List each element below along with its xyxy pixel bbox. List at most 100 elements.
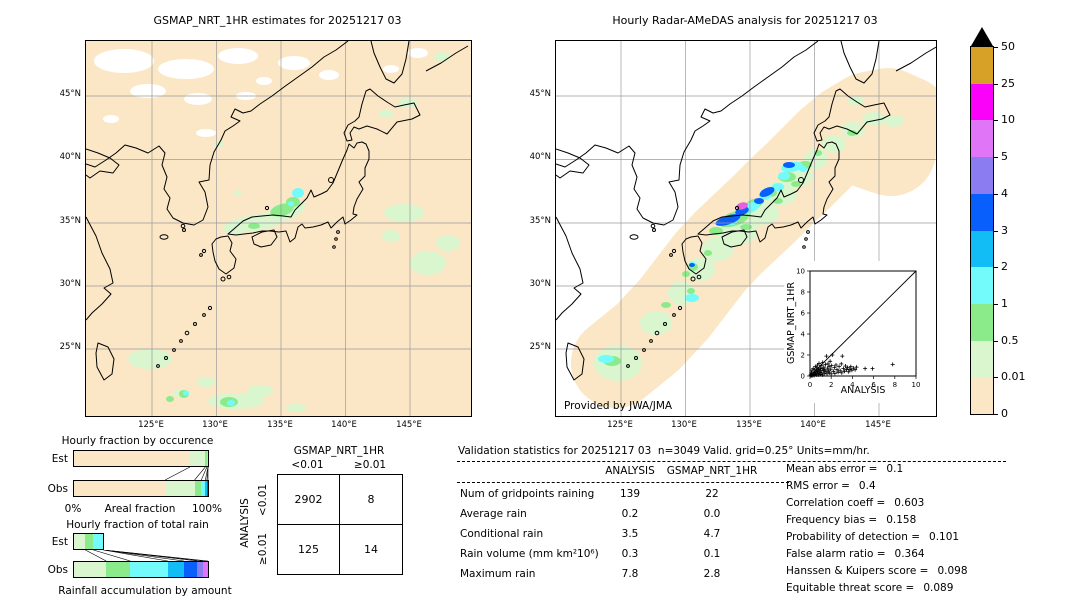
metric-rms-error: RMS error = 0.4 [786, 480, 876, 492]
colorbar-tick [994, 414, 998, 415]
colorbar-segment [971, 303, 993, 341]
bar-segment [183, 562, 198, 577]
colorbar [970, 46, 994, 415]
colorbar-tick-label: 0.01 [1001, 370, 1026, 384]
occurrence-connectors [164, 467, 209, 480]
bar-segment [201, 481, 206, 496]
left-map-gridlines [86, 41, 471, 416]
colorbar-segment [971, 340, 993, 378]
colorbar-tick-label: 2 [1001, 260, 1008, 274]
metric-pod: Probability of detection = 0.101 [786, 531, 959, 543]
metric-value: 0.4 [858, 480, 876, 492]
inset-x-tick-label: 0 [808, 381, 812, 389]
bar-segment [206, 451, 208, 466]
metric-label: RMS error = [786, 480, 850, 492]
stats-row-gridpoints: Num of gridpoints raining 139 22 [458, 488, 790, 502]
bar-segment [165, 481, 195, 496]
totalrain-xaxis-label: Rainfall accumulation by amount [58, 585, 232, 597]
right-map-lat-45: 45°N [529, 89, 551, 99]
bar-segment [206, 481, 208, 496]
occurrence-xtick-100: 100% [191, 503, 223, 515]
stat-gsmap-value: 22 [705, 488, 719, 500]
metric-label: Hanssen & Kuipers score = [786, 565, 929, 577]
occurrence-chart-title: Hourly fraction by occurence [61, 435, 214, 447]
inset-x-tick-label: 4 [850, 381, 855, 389]
inset-y-tick-label: 0 [801, 373, 805, 381]
stats-row-average: Average rain 0.2 0.0 [458, 508, 790, 522]
bar-segment [205, 451, 207, 466]
left-map-plot [86, 41, 471, 416]
left-map-lat-40: 40°N [59, 152, 81, 162]
occurrence-obs-bar [73, 480, 209, 497]
colorbar-tick-label: 25 [1001, 76, 1015, 90]
colorbar-tick-label: 1 [1001, 296, 1008, 310]
colorbar-tick [994, 193, 998, 195]
totalrain-est-bar [73, 533, 105, 550]
inset-ticks: 00 2 2 4 4 6 6 8 8 10 10 [796, 268, 920, 390]
validation-header-row: ANALYSIS GSMAP_NRT_1HR [458, 465, 790, 479]
metric-label: Mean abs error = [786, 463, 878, 475]
contingency-cell-10: 125 [278, 524, 340, 574]
colorbar-tick [994, 157, 998, 159]
metric-label: Equitable threat score = [786, 582, 915, 594]
inset-yaxis-label: GSMAP_NRT_1HR [786, 282, 797, 364]
colorbar-segment [971, 267, 993, 304]
inset-x-tick-label: 10 [912, 381, 921, 389]
left-map-lat-25: 25°N [59, 342, 81, 352]
stat-gsmap-value: 4.7 [703, 528, 721, 540]
colorbar-segment [971, 83, 993, 121]
metric-value: 0.603 [894, 497, 925, 509]
inset-x-tick-label: 8 [893, 381, 897, 389]
metric-value: 0.098 [937, 565, 968, 577]
right-map-lat-40: 40°N [529, 152, 551, 162]
stat-analysis-value: 7.8 [621, 568, 639, 580]
left-map-gsmap [85, 40, 472, 417]
inset-y-tick-label: 2 [801, 352, 805, 360]
stat-label: Maximum rain [460, 568, 536, 580]
right-map-radar: 0 0 2 2 4 4 6 6 8 8 10 10 ANALYSIS GSMAP_NRT_1HR Pr… [555, 40, 937, 417]
column-header-analysis: ANALYSIS [605, 465, 655, 477]
scatter-inset: 00 2 2 4 4 6 6 8 8 10 10 ANALYSIS GSMAP_NRT_1HR [784, 261, 936, 403]
divider-header [457, 482, 789, 483]
stats-row-conditional: Conditional rain 3.5 4.7 [458, 528, 790, 542]
bar-segment [189, 451, 206, 466]
contingency-cell-01: 8 [340, 475, 402, 525]
occurrence-est-bar [73, 450, 209, 467]
occurrence-obs-label: Obs [47, 483, 68, 495]
bar-segment [197, 562, 204, 577]
stats-row-volume: Rain volume (mm km²10⁶) 0.3 0.1 [458, 548, 790, 562]
metric-frequency-bias: Frequency bias = 0.158 [786, 514, 916, 526]
occurrence-xtick-0: 0% [64, 503, 82, 515]
left-map-lat-30: 30°N [59, 279, 81, 289]
contingency-col-group: GSMAP_NRT_1HR [293, 445, 385, 457]
totalrain-obs-bar [73, 561, 209, 578]
bar-segment [106, 562, 131, 577]
right-map-lat-25: 25°N [529, 342, 551, 352]
colorbar-tick-label: 10 [1001, 113, 1015, 127]
totalrain-connectors [85, 550, 209, 561]
totalrain-chart-title: Hourly fraction of total rain [66, 519, 209, 531]
left-map-lon-145: 145°E [396, 420, 422, 430]
connector-line [85, 550, 107, 561]
colorbar-overflow-triangle [971, 27, 993, 46]
colorbar-tick [994, 83, 998, 85]
bar-segment [74, 562, 107, 577]
stat-analysis-value: 0.2 [621, 508, 639, 520]
left-map-lon-130: 130°E [202, 420, 228, 430]
right-map-lat-30: 30°N [529, 279, 551, 289]
left-map-lon-135: 135°E [267, 420, 293, 430]
metric-label: Probability of detection = [786, 531, 921, 543]
divider-top [457, 461, 1006, 462]
totalrain-obs-label: Obs [47, 564, 68, 576]
inset-y-tick-label: 6 [801, 310, 806, 318]
colorbar-segment [971, 230, 993, 268]
column-header-gsmap: GSMAP_NRT_1HR [666, 465, 758, 477]
right-map-lon-125: 125°E [607, 420, 633, 430]
inset-xaxis-label: ANALYSIS [841, 385, 886, 396]
colorbar-tick-label: 3 [1001, 223, 1008, 237]
right-map-title: Hourly Radar-AMeDAS analysis for 2025121… [612, 14, 878, 27]
totalrain-est-label: Est [51, 536, 68, 548]
metric-label: Correlation coeff = [786, 497, 886, 509]
inset-x-tick-label: 2 [829, 381, 833, 389]
bar-segment [194, 481, 202, 496]
